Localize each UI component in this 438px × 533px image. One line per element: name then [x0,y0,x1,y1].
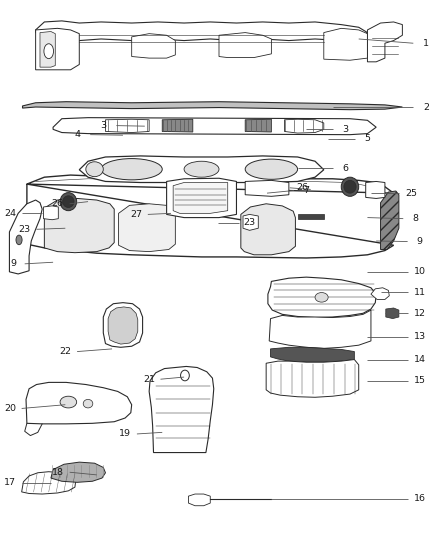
Polygon shape [79,156,324,182]
Polygon shape [381,191,399,249]
Text: 6: 6 [343,164,349,173]
Polygon shape [266,360,359,397]
Text: 14: 14 [414,355,426,364]
Ellipse shape [60,396,77,408]
Polygon shape [269,310,371,349]
Polygon shape [43,206,58,220]
Text: 24: 24 [4,209,16,218]
Polygon shape [166,178,237,217]
Polygon shape [271,348,354,362]
Text: 18: 18 [51,468,64,477]
Circle shape [180,370,189,381]
Text: 9: 9 [10,260,16,268]
Polygon shape [241,204,295,255]
Text: 21: 21 [143,375,155,384]
Text: 26: 26 [51,199,64,208]
Polygon shape [35,21,367,41]
Polygon shape [297,214,324,219]
Text: 9: 9 [417,237,423,246]
Text: 27: 27 [130,210,142,219]
Text: 16: 16 [414,494,426,503]
Polygon shape [108,307,138,344]
Text: 3: 3 [100,121,106,130]
Polygon shape [40,31,55,67]
Text: 7: 7 [304,186,309,195]
Ellipse shape [341,177,359,196]
Polygon shape [188,494,210,506]
Polygon shape [366,181,385,198]
Text: 1: 1 [424,39,429,48]
Polygon shape [268,277,376,318]
Polygon shape [10,200,42,274]
Ellipse shape [344,180,356,193]
Ellipse shape [83,399,93,408]
Text: 13: 13 [414,332,426,341]
Polygon shape [371,288,389,300]
Text: 3: 3 [343,125,349,134]
Polygon shape [173,182,228,213]
Ellipse shape [44,44,53,59]
Text: 8: 8 [413,214,418,223]
Text: 20: 20 [4,404,16,413]
Polygon shape [35,28,79,70]
Ellipse shape [184,161,219,177]
Polygon shape [26,382,132,424]
Ellipse shape [245,159,297,179]
Polygon shape [18,175,394,258]
Text: 26: 26 [296,183,308,192]
Text: 2: 2 [424,102,429,111]
Text: 23: 23 [19,225,31,234]
Polygon shape [106,119,149,133]
Polygon shape [245,180,289,196]
Text: 5: 5 [364,134,371,143]
Text: 22: 22 [59,347,71,356]
Polygon shape [149,367,214,453]
Polygon shape [53,118,376,135]
Ellipse shape [60,192,77,211]
Text: 10: 10 [414,268,426,276]
Polygon shape [22,102,403,110]
Polygon shape [245,119,272,132]
Text: 4: 4 [74,130,80,139]
Polygon shape [386,308,399,319]
Polygon shape [44,198,114,253]
Polygon shape [324,28,367,60]
Polygon shape [219,33,272,58]
Text: 12: 12 [414,309,426,318]
Polygon shape [119,204,175,252]
Ellipse shape [16,235,22,245]
Ellipse shape [86,162,103,176]
Polygon shape [51,462,106,482]
Ellipse shape [101,159,162,180]
Polygon shape [243,214,258,230]
Polygon shape [285,119,324,133]
Text: 11: 11 [414,287,426,296]
Text: 17: 17 [4,478,16,487]
Text: 19: 19 [119,430,131,439]
Ellipse shape [63,196,74,207]
Polygon shape [103,303,143,348]
Polygon shape [21,472,76,494]
Text: 23: 23 [244,219,256,228]
Polygon shape [367,22,403,62]
Ellipse shape [315,293,328,302]
Polygon shape [132,34,175,58]
Text: 25: 25 [405,189,417,198]
Text: 15: 15 [414,376,426,385]
Polygon shape [162,119,193,132]
